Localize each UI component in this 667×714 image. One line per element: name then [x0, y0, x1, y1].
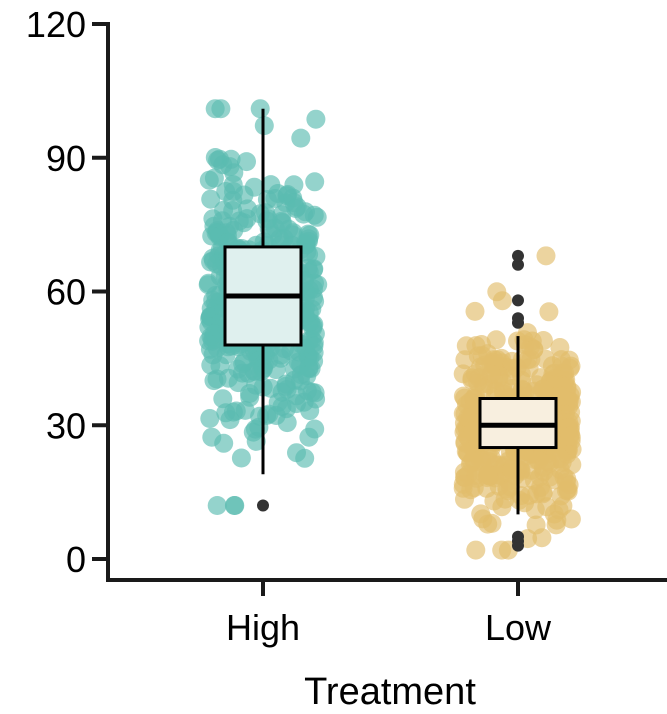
jitter-point: [202, 226, 222, 246]
jitter-point: [218, 225, 237, 245]
jitter-point: [299, 427, 319, 447]
y-tick-label: 0: [66, 539, 86, 580]
jitter-point: [207, 496, 227, 515]
jitter-point: [225, 496, 245, 515]
jitter-point: [474, 378, 494, 398]
outlier-point: [512, 249, 524, 262]
jitter-point: [478, 465, 498, 484]
outlier-point: [512, 258, 524, 271]
y-tick-label: 90: [46, 138, 86, 179]
jitter-point: [471, 450, 490, 470]
jitter-point: [536, 246, 556, 266]
jitter-point: [519, 358, 539, 378]
x-axis-title: Treatment: [304, 671, 476, 713]
jitter-point: [481, 364, 501, 384]
jitter-point: [224, 182, 243, 201]
jitter-point: [205, 148, 225, 167]
jitter-point: [291, 128, 311, 148]
jitter-point: [300, 225, 320, 245]
jitter-point: [524, 340, 544, 360]
axes: 0 30 60 90 120 High Low: [26, 4, 667, 648]
jitter-point: [277, 413, 297, 433]
jitter-point: [284, 193, 304, 213]
jitter-point: [204, 168, 224, 188]
jitter-point: [304, 351, 324, 371]
jitter-point: [542, 356, 562, 376]
x-tick-label: High: [226, 607, 300, 648]
jitter-point: [465, 301, 485, 321]
jitter-point: [231, 448, 251, 468]
jitter-point: [234, 352, 254, 372]
jitter-point: [200, 409, 220, 428]
jitter-point: [526, 515, 546, 535]
jitter-point: [287, 443, 306, 463]
jitter-point: [466, 540, 486, 560]
box-layer: [223, 108, 558, 552]
jitter-point: [211, 99, 231, 119]
jitter-point: [463, 421, 483, 441]
y-tick-label: 60: [46, 272, 86, 313]
jitter-point: [306, 109, 326, 129]
jitter-point: [214, 200, 234, 220]
jitter-point: [261, 175, 281, 195]
x-tick-label: Low: [485, 607, 552, 648]
jitter-point: [284, 175, 304, 195]
y-tick-label: 120: [26, 4, 86, 45]
jitter-point: [492, 291, 512, 311]
jitter-point: [484, 491, 504, 511]
jitter-point: [214, 433, 234, 453]
jitter-point: [473, 509, 493, 529]
jitter-point: [257, 406, 277, 425]
jitter-point: [304, 336, 324, 356]
jitter-point: [257, 190, 277, 209]
jitter-point: [549, 500, 569, 520]
jitter-point: [250, 99, 270, 119]
jitter-point: [305, 273, 324, 293]
outlier-point: [257, 499, 269, 512]
jitter-point: [539, 302, 559, 322]
y-tick-label: 30: [46, 405, 86, 446]
jitter-point: [244, 177, 264, 197]
jitter-point: [486, 330, 506, 350]
jitter-point: [550, 338, 570, 357]
jitter-point: [455, 489, 474, 509]
jitter-point: [266, 360, 286, 380]
jitter-point: [512, 379, 532, 399]
jitter-point: [519, 485, 539, 505]
jitter-point: [558, 479, 578, 499]
jitter-point: [533, 379, 553, 399]
jitter-point: [283, 225, 303, 245]
jitter-point: [472, 346, 492, 366]
jitter-point: [453, 474, 473, 494]
jitter-point: [560, 426, 580, 446]
jitter-point: [304, 287, 323, 307]
jitter-point: [213, 389, 233, 409]
jitter-point: [276, 374, 296, 394]
jitter-point: [560, 358, 580, 378]
jitter-point: [201, 189, 221, 209]
jitter-point: [204, 324, 224, 344]
outlier-point: [512, 530, 524, 543]
jitter-point: [530, 467, 550, 487]
outlier-point: [512, 312, 524, 325]
jitter-point: [305, 172, 325, 192]
jitter-point: [465, 364, 485, 384]
outlier-point: [512, 294, 524, 307]
jitter-point: [216, 403, 236, 423]
jitter-point: [302, 382, 322, 402]
jitter-point: [207, 369, 227, 389]
jitter-point: [237, 152, 256, 172]
jitter-point: [221, 149, 241, 169]
